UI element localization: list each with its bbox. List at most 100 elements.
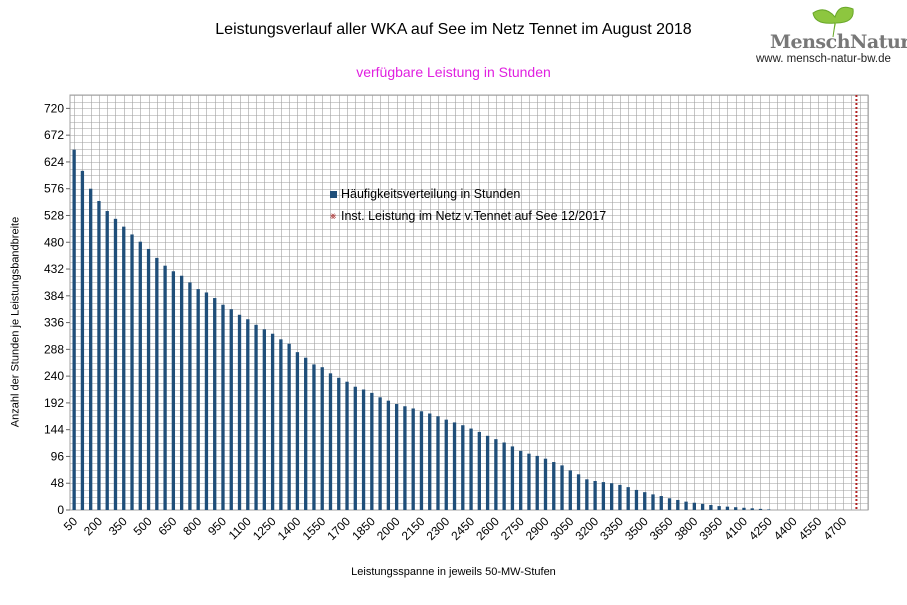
bar xyxy=(750,508,754,510)
bar xyxy=(643,492,647,510)
bar xyxy=(519,450,523,510)
bar xyxy=(204,292,209,510)
x-tick-label: 4400 xyxy=(771,514,800,543)
x-tick-label: 500 xyxy=(131,514,155,538)
bar xyxy=(502,442,506,510)
bar xyxy=(270,333,275,510)
bar xyxy=(676,499,680,510)
bar xyxy=(593,480,597,510)
y-tick-label: 480 xyxy=(44,235,64,249)
x-tick-label: 3500 xyxy=(622,514,651,543)
bar xyxy=(576,474,581,510)
logo: MenschNatur www. mensch-natur-bw.de xyxy=(756,5,907,70)
bar xyxy=(568,470,572,510)
bar xyxy=(295,352,300,510)
x-tick-label: 2750 xyxy=(498,514,527,543)
bar xyxy=(444,419,448,510)
bar xyxy=(452,422,457,510)
bar xyxy=(543,458,548,510)
bar xyxy=(130,234,134,511)
y-tick-label: 720 xyxy=(44,101,64,115)
x-tick-label: 200 xyxy=(81,514,105,538)
bar xyxy=(411,408,415,510)
y-axis-label: Anzahl der Stunden je Leistungsbandbreit… xyxy=(9,216,22,428)
bar xyxy=(626,487,630,510)
legend-item-bars: Häufigkeitsverteilung in Stunden xyxy=(330,186,606,208)
bar xyxy=(105,211,109,511)
bar xyxy=(742,507,746,510)
logo-text: MenschNatur xyxy=(770,31,907,53)
x-tick-label: 350 xyxy=(106,514,130,538)
x-axis-label: Leistungsspanne in jeweils 50-MW-Stufen xyxy=(351,566,556,578)
bar xyxy=(312,364,316,510)
bar xyxy=(725,506,730,510)
grid xyxy=(69,94,869,511)
bar xyxy=(494,439,498,510)
y-tick-label: 432 xyxy=(44,262,64,276)
bar xyxy=(353,386,357,510)
y-tick-label: 0 xyxy=(57,503,64,517)
bar xyxy=(403,406,407,510)
bar xyxy=(461,425,465,510)
legend-label-limit: Inst. Leistung im Netz v.Tennet auf See … xyxy=(341,209,607,223)
x-tick-label: 1700 xyxy=(324,514,353,543)
y-tick-label: 672 xyxy=(44,128,64,142)
x-tick-label: 1400 xyxy=(275,514,304,543)
bar xyxy=(634,489,639,510)
x-tick-label: 1250 xyxy=(250,514,279,543)
bar xyxy=(237,314,242,510)
y-tick-label: 96 xyxy=(51,449,65,463)
bar xyxy=(684,501,688,510)
bar xyxy=(155,257,159,510)
x-tick-label: 3200 xyxy=(572,514,601,543)
bar xyxy=(436,416,440,510)
bar xyxy=(163,265,167,510)
bar xyxy=(428,413,432,510)
bar xyxy=(527,453,531,510)
bar xyxy=(552,462,556,510)
bar xyxy=(667,498,672,510)
x-tick-label: 3650 xyxy=(647,514,676,543)
bar xyxy=(767,509,771,510)
legend-swatch-bar xyxy=(330,191,337,199)
y-tick-label: 528 xyxy=(44,208,64,222)
bar xyxy=(188,282,192,510)
bar xyxy=(601,482,606,510)
legend: Häufigkeitsverteilung in Stunden ⨳ Inst. … xyxy=(330,186,606,230)
bar xyxy=(287,343,291,510)
bar xyxy=(254,324,258,510)
y-tick-label: 336 xyxy=(44,316,64,330)
x-tick-label: 1100 xyxy=(226,514,254,542)
bar xyxy=(113,218,118,511)
x-tick-label: 2450 xyxy=(448,514,477,543)
x-tick-label: 2900 xyxy=(523,514,552,543)
bar xyxy=(585,479,589,510)
x-tick-label: 2600 xyxy=(473,514,502,543)
y-tick-label: 576 xyxy=(44,182,64,196)
y-tick-label: 240 xyxy=(44,369,64,383)
x-tick-label: 2000 xyxy=(374,514,403,543)
x-tick-label: 3800 xyxy=(672,514,701,543)
chart-title: Leistungsverlauf aller WKA auf See im Ne… xyxy=(215,21,692,38)
bar xyxy=(179,275,184,510)
x-tick-label: 4100 xyxy=(721,514,750,543)
legend-swatch-limit: ⨳ xyxy=(330,210,337,222)
x-tick-label: 650 xyxy=(155,514,179,538)
bar xyxy=(370,392,374,510)
bar xyxy=(80,170,85,510)
y-tick-label: 288 xyxy=(44,342,64,356)
legend-item-limit: ⨳ Inst. Leistung im Netz v.Tennet auf See… xyxy=(330,208,606,230)
bar xyxy=(279,339,283,510)
x-tick-label: 1850 xyxy=(349,514,378,543)
bar xyxy=(320,367,324,510)
bar xyxy=(361,389,366,510)
bar xyxy=(709,504,713,510)
bar xyxy=(221,304,225,510)
x-tick-label: 1550 xyxy=(300,514,329,543)
x-tick-label: 2150 xyxy=(399,514,428,543)
bar xyxy=(560,465,564,510)
bar xyxy=(609,483,614,510)
bar xyxy=(510,446,515,510)
bar xyxy=(386,400,391,510)
